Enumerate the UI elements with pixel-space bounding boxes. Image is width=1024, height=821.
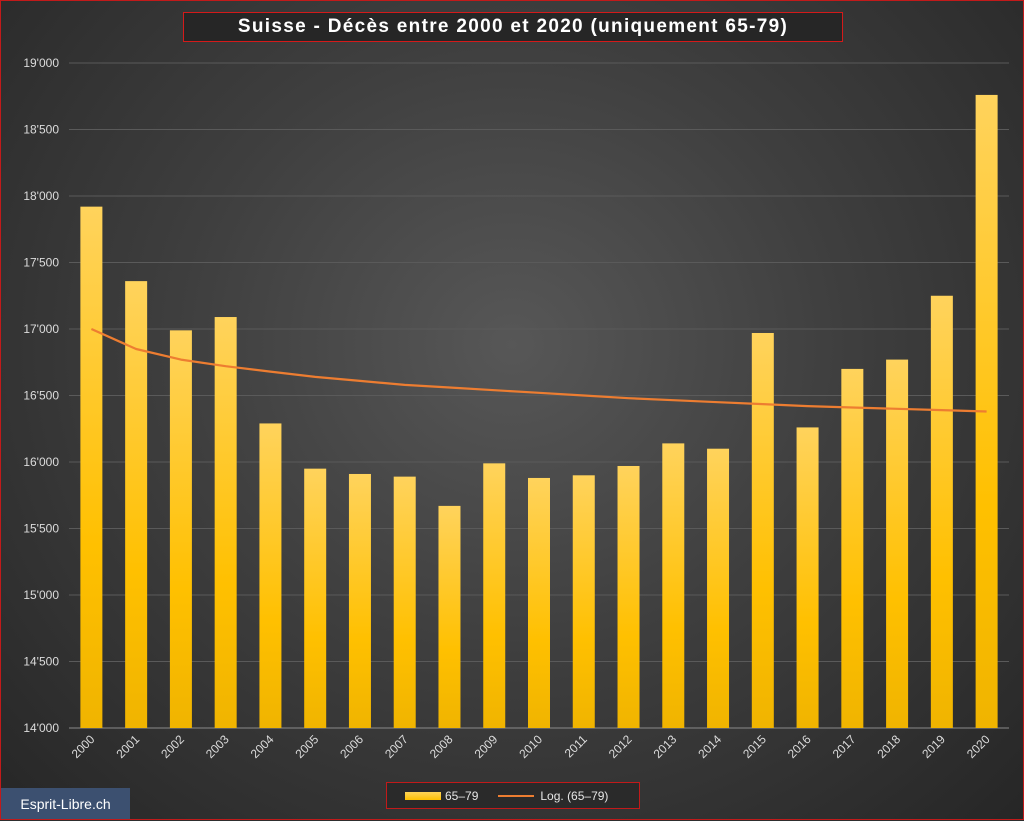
x-tick-label: 2015 [740, 732, 769, 761]
y-tick-label: 14'000 [23, 721, 59, 735]
y-tick-label: 15'000 [23, 588, 59, 602]
watermark-badge: Esprit-Libre.ch [1, 788, 130, 819]
x-tick-label: 2003 [203, 732, 232, 761]
bar [528, 477, 550, 728]
y-tick-label: 14'500 [23, 655, 59, 669]
x-tick-label: 2017 [830, 732, 859, 761]
y-tick-label: 18'000 [23, 189, 59, 203]
legend-item-bars: 65–79 [405, 789, 478, 803]
x-tick-label: 2004 [248, 732, 277, 761]
bar [348, 473, 371, 728]
legend-bar-swatch [405, 791, 441, 800]
y-tick-label: 17'500 [23, 256, 59, 270]
y-axis-ticks: 14'000 14'500 15'000 15'500 16'000 16'500 17'0… [23, 56, 59, 735]
x-tick-label: 2019 [919, 732, 948, 761]
bar [483, 463, 506, 728]
bar [572, 475, 595, 728]
x-tick-label: 2005 [293, 732, 322, 761]
bar [304, 468, 327, 728]
y-tick-label: 18'500 [23, 123, 59, 137]
x-tick-label: 2009 [472, 732, 501, 761]
x-tick-label: 2006 [337, 732, 366, 761]
legend-line-swatch [498, 794, 535, 797]
bar [886, 359, 909, 728]
x-tick-label: 2012 [606, 732, 635, 761]
x-tick-label: 2008 [427, 732, 456, 761]
trendline-series [90, 327, 987, 413]
legend-label-bars: 65–79 [445, 788, 479, 803]
y-tick-label: 15'500 [23, 522, 59, 536]
bar [80, 206, 103, 728]
bar [169, 330, 192, 728]
legend-label-trend: Log. (65–79) [540, 788, 609, 803]
bar [841, 368, 864, 728]
bar [617, 465, 640, 728]
x-tick-label: 2001 [113, 732, 142, 761]
bar [707, 448, 730, 728]
x-tick-label: 2000 [69, 732, 98, 761]
x-tick-label: 2011 [562, 732, 590, 760]
chart-title-box: Suisse - Décès entre 2000 et 2020 (uniqu… [183, 12, 843, 42]
bar [125, 281, 148, 728]
x-tick-label: 2018 [874, 732, 903, 761]
y-tick-label: 17'000 [23, 322, 59, 336]
bar [930, 295, 953, 728]
x-tick-label: 2013 [651, 732, 680, 761]
bar [975, 94, 998, 729]
bar [214, 317, 237, 728]
x-axis-ticks: 2000 2001 2002 2003 2004 2005 2006 2007 2008 2009… [69, 732, 993, 761]
bar [662, 443, 685, 728]
bar-series [80, 94, 998, 729]
x-tick-label: 2010 [516, 732, 545, 761]
y-tick-label: 16'000 [23, 455, 59, 469]
x-tick-label: 2020 [964, 732, 993, 761]
bar [751, 332, 774, 728]
bar [796, 427, 819, 728]
bar [259, 423, 282, 728]
trendline [90, 327, 987, 413]
y-tick-label: 16'500 [23, 389, 59, 403]
x-tick-label: 2016 [785, 732, 814, 761]
x-tick-label: 2007 [382, 732, 411, 761]
x-tick-label: 2002 [158, 732, 187, 761]
legend-item-trend: Log. (65–79) [482, 789, 608, 803]
x-tick-label: 2014 [695, 732, 724, 761]
legend: 65–79 Log. (65–79) [386, 782, 640, 809]
chart-title: Suisse - Décès entre 2000 et 2020 (uniqu… [237, 16, 789, 37]
bar [393, 476, 416, 728]
y-tick-label: 19'000 [23, 56, 59, 70]
watermark-text: Esprit-Libre.ch [20, 795, 111, 812]
bar [438, 505, 461, 728]
